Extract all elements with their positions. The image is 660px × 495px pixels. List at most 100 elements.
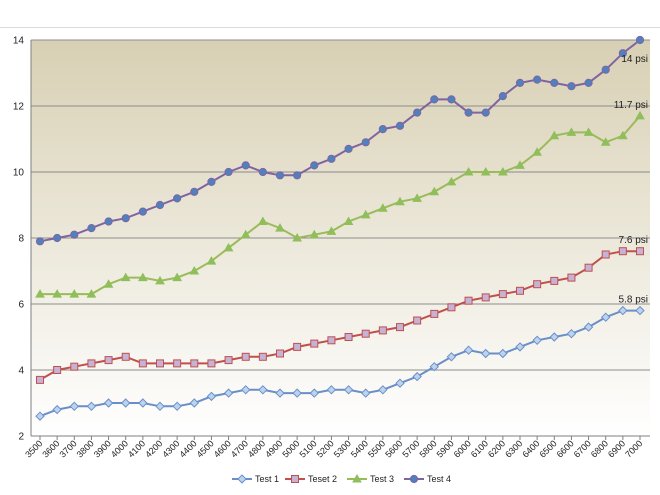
test-1-marker bbox=[258, 385, 268, 395]
test-4-marker bbox=[35, 237, 45, 246]
y-tick-label: 12 bbox=[13, 102, 25, 113]
x-tick-label: 5100 bbox=[297, 438, 318, 459]
x-tick-label: 4700 bbox=[229, 438, 250, 459]
test-3-marker bbox=[137, 272, 148, 282]
test-3-marker bbox=[532, 147, 543, 156]
x-tick-label: 4800 bbox=[246, 438, 267, 459]
y-tick-label: 2 bbox=[18, 432, 24, 443]
test-3-marker bbox=[583, 127, 594, 136]
test-4-series bbox=[35, 35, 645, 246]
test-4-marker bbox=[258, 167, 267, 177]
x-tick-label: 3600 bbox=[40, 438, 61, 459]
test-3-marker bbox=[69, 289, 80, 298]
teset-2-marker bbox=[121, 352, 130, 361]
x-tick-label: 4500 bbox=[195, 438, 216, 459]
legend-label: Test 3 bbox=[370, 474, 394, 484]
test-1-marker bbox=[138, 398, 148, 408]
x-tick-label: 4100 bbox=[126, 438, 147, 459]
test-3-marker bbox=[155, 275, 165, 285]
test-4-marker bbox=[155, 200, 165, 210]
test-4-marker bbox=[275, 171, 285, 180]
test-4-marker bbox=[121, 214, 130, 223]
legend-item-test-3: Test 3 bbox=[347, 473, 394, 484]
test-4-marker bbox=[464, 108, 473, 117]
teset-2-marker bbox=[276, 349, 284, 358]
test-3-end-label: 11.7 psi bbox=[614, 100, 648, 111]
test-3-marker bbox=[292, 232, 303, 242]
test-3-marker bbox=[635, 110, 645, 120]
legend-test-4-marker bbox=[409, 474, 419, 484]
test-4-marker bbox=[207, 177, 216, 186]
teset-2-marker bbox=[53, 366, 62, 374]
test-3-marker bbox=[240, 229, 251, 239]
series-group bbox=[35, 35, 645, 421]
test-1-marker bbox=[103, 398, 114, 408]
teset-2-marker bbox=[258, 352, 267, 361]
test-3-marker bbox=[343, 216, 354, 225]
x-tick-label: 3900 bbox=[92, 438, 113, 459]
teset-2-marker bbox=[567, 273, 576, 282]
x-tick-label: 6200 bbox=[486, 438, 507, 459]
teset-2-marker bbox=[361, 329, 370, 338]
test-4-marker bbox=[344, 144, 353, 153]
test-4-marker bbox=[533, 75, 542, 84]
test-1-marker bbox=[412, 371, 422, 382]
test-1-marker bbox=[498, 348, 508, 359]
x-tick-label: 3500 bbox=[23, 438, 44, 459]
test-1-marker bbox=[549, 332, 559, 342]
test-4-marker bbox=[447, 95, 456, 104]
teset-2-marker bbox=[104, 356, 113, 365]
teset-2-marker bbox=[156, 359, 164, 368]
teset-2-marker bbox=[550, 276, 559, 285]
test-1-marker bbox=[361, 388, 371, 398]
test-4-marker bbox=[635, 35, 645, 45]
test-1-marker bbox=[463, 345, 474, 355]
test-4-marker bbox=[601, 65, 610, 74]
legend-item-teset-2: Teset 2 bbox=[285, 474, 337, 484]
gridlines bbox=[31, 39, 650, 371]
x-tick-label: 6300 bbox=[503, 438, 524, 459]
x-tick-label: 4000 bbox=[109, 438, 130, 459]
test-3-marker bbox=[103, 279, 114, 288]
top-divider bbox=[0, 27, 660, 28]
test-3-marker bbox=[377, 203, 388, 212]
test-3-marker bbox=[463, 166, 474, 176]
x-tick-label: 5500 bbox=[366, 438, 387, 459]
x-tick-label: 3700 bbox=[57, 438, 78, 459]
teset-2-marker bbox=[481, 293, 490, 302]
test-4-marker bbox=[361, 138, 370, 147]
y-tick-label: 6 bbox=[18, 300, 24, 311]
test-1-marker bbox=[446, 352, 457, 362]
test-1-marker bbox=[583, 322, 594, 332]
test-1-marker bbox=[155, 401, 165, 412]
test-1-end-label: 5.8 psi bbox=[619, 295, 648, 306]
teset-2-marker bbox=[378, 326, 387, 335]
teset-2-marker bbox=[584, 263, 593, 272]
test-1-marker bbox=[292, 388, 302, 398]
legend-label: Test 4 bbox=[427, 474, 451, 484]
teset-2-marker bbox=[207, 359, 216, 368]
test-1-marker bbox=[515, 342, 525, 352]
x-tick-label: 6600 bbox=[555, 438, 576, 459]
test-3-marker bbox=[189, 265, 200, 275]
teset-2-marker bbox=[413, 316, 422, 325]
teset-2-marker bbox=[293, 342, 302, 351]
test-1-marker bbox=[618, 305, 628, 316]
x-tick-label: 6400 bbox=[520, 438, 541, 459]
teset-2-marker bbox=[447, 303, 456, 312]
test-1-marker bbox=[481, 348, 491, 359]
test-1-marker bbox=[35, 411, 45, 421]
teset-2-marker bbox=[636, 247, 644, 256]
test-3-marker bbox=[617, 130, 628, 140]
test-1-marker bbox=[86, 401, 97, 412]
test-3-marker bbox=[172, 272, 183, 282]
teset-2-marker bbox=[396, 323, 404, 332]
teset-2-marker bbox=[241, 352, 250, 361]
test-1-marker bbox=[241, 385, 251, 395]
test-3-marker bbox=[52, 289, 63, 298]
test-4-marker bbox=[567, 82, 576, 91]
test-4-marker bbox=[53, 233, 62, 243]
test-3-series bbox=[35, 110, 645, 298]
legend-label: Teset 2 bbox=[308, 474, 337, 484]
